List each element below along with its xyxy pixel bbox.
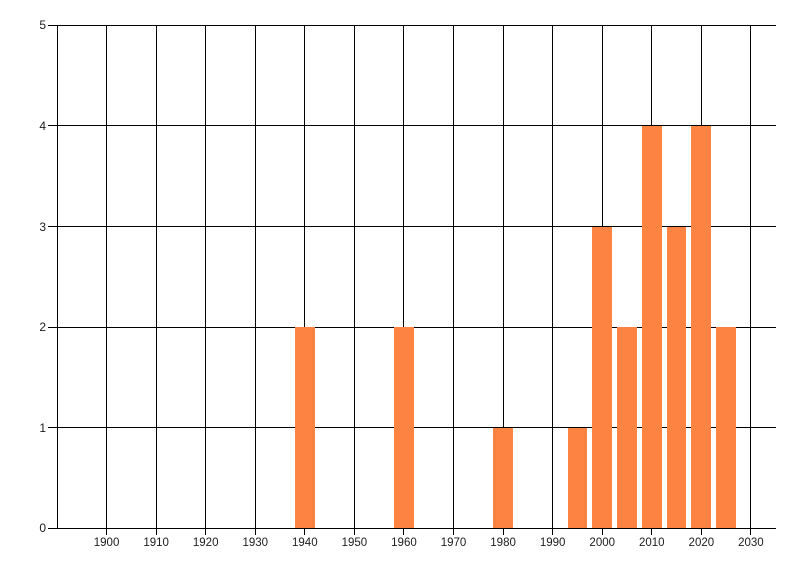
bar bbox=[294, 327, 315, 529]
x-axis-tick bbox=[254, 528, 256, 536]
v-gridline bbox=[502, 25, 504, 529]
x-axis-tick bbox=[651, 528, 653, 536]
x-tick-label: 1960 bbox=[391, 537, 417, 550]
x-axis-tick bbox=[205, 528, 207, 536]
y-tick-label: 5 bbox=[39, 18, 46, 33]
x-tick-label: 1930 bbox=[242, 537, 269, 550]
x-axis-tick bbox=[601, 528, 603, 536]
h-gridline bbox=[48, 24, 776, 26]
v-gridline bbox=[552, 25, 554, 529]
x-axis-tick bbox=[403, 528, 405, 536]
bar bbox=[592, 226, 613, 529]
h-gridline bbox=[48, 527, 776, 529]
x-axis-tick bbox=[304, 528, 306, 536]
y-tick-label: 4 bbox=[39, 118, 46, 133]
x-tick-label: 2030 bbox=[738, 537, 764, 550]
x-axis-tick bbox=[353, 528, 355, 536]
x-tick-label: 2010 bbox=[638, 537, 665, 550]
bar bbox=[567, 427, 588, 529]
x-axis-tick bbox=[502, 528, 504, 536]
v-gridline bbox=[750, 25, 752, 529]
bar bbox=[691, 125, 712, 529]
x-axis-tick bbox=[750, 528, 752, 536]
v-gridline bbox=[254, 25, 256, 529]
x-tick-label: 2000 bbox=[589, 537, 616, 550]
y-tick-label: 3 bbox=[39, 219, 46, 234]
x-tick-label: 1920 bbox=[192, 537, 219, 550]
bar bbox=[666, 226, 687, 529]
x-axis-tick bbox=[552, 528, 554, 536]
v-gridline bbox=[453, 25, 455, 529]
x-tick-label: 1990 bbox=[539, 537, 566, 550]
x-tick-label: 1980 bbox=[490, 537, 516, 550]
y-tick-label: 1 bbox=[39, 420, 46, 435]
bar bbox=[641, 125, 662, 529]
v-gridline bbox=[353, 25, 355, 529]
bar bbox=[617, 327, 637, 529]
x-axis-tick bbox=[700, 528, 702, 536]
h-gridline bbox=[48, 226, 776, 227]
bar bbox=[493, 427, 513, 529]
x-tick-label: 1950 bbox=[341, 537, 368, 550]
v-gridline bbox=[205, 25, 207, 529]
v-gridline bbox=[155, 25, 157, 529]
x-axis-tick bbox=[106, 528, 108, 536]
v-gridline bbox=[403, 25, 405, 529]
x-axis-tick bbox=[155, 528, 157, 536]
v-gridline bbox=[56, 25, 58, 529]
x-tick-label: 2020 bbox=[688, 537, 715, 550]
y-tick-label: 2 bbox=[39, 320, 46, 335]
h-gridline bbox=[48, 125, 776, 127]
x-axis-tick bbox=[453, 528, 455, 536]
x-tick-label: 1940 bbox=[292, 537, 318, 550]
v-gridline bbox=[304, 25, 306, 529]
v-gridline bbox=[106, 25, 108, 529]
x-tick-label: 1970 bbox=[440, 537, 467, 550]
x-tick-label: 1910 bbox=[143, 537, 169, 550]
y-tick-label: 0 bbox=[39, 521, 46, 536]
x-tick-label: 1900 bbox=[93, 537, 120, 550]
bar bbox=[716, 327, 737, 529]
bar bbox=[394, 327, 414, 529]
